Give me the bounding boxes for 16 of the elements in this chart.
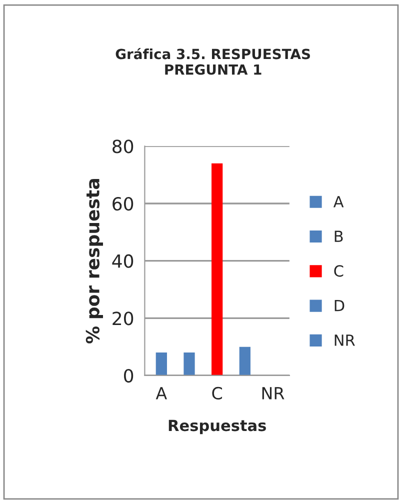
x-tick-label: A	[156, 387, 167, 400]
y-tick-label: 40	[112, 254, 134, 268]
legend-label: B	[334, 230, 343, 242]
legend-label: NR	[334, 334, 355, 346]
x-tick-label: NR	[262, 387, 284, 400]
y-tick-label: 80	[112, 140, 134, 154]
y-axis-title: % por respuesta	[86, 179, 103, 344]
y-tick-label: 0	[124, 368, 134, 383]
legend-label: C	[334, 265, 344, 277]
legend-label: A	[333, 196, 344, 208]
x-axis-title: Respuestas	[168, 420, 266, 434]
chart-title: Gráfica 3.5. RESPUESTAS PREGUNTA 1	[116, 48, 310, 75]
y-tick-label: 60	[112, 196, 134, 211]
legend-label: D	[334, 300, 344, 312]
x-tick-label: C	[212, 386, 222, 400]
y-tick-label: 20	[112, 312, 134, 326]
